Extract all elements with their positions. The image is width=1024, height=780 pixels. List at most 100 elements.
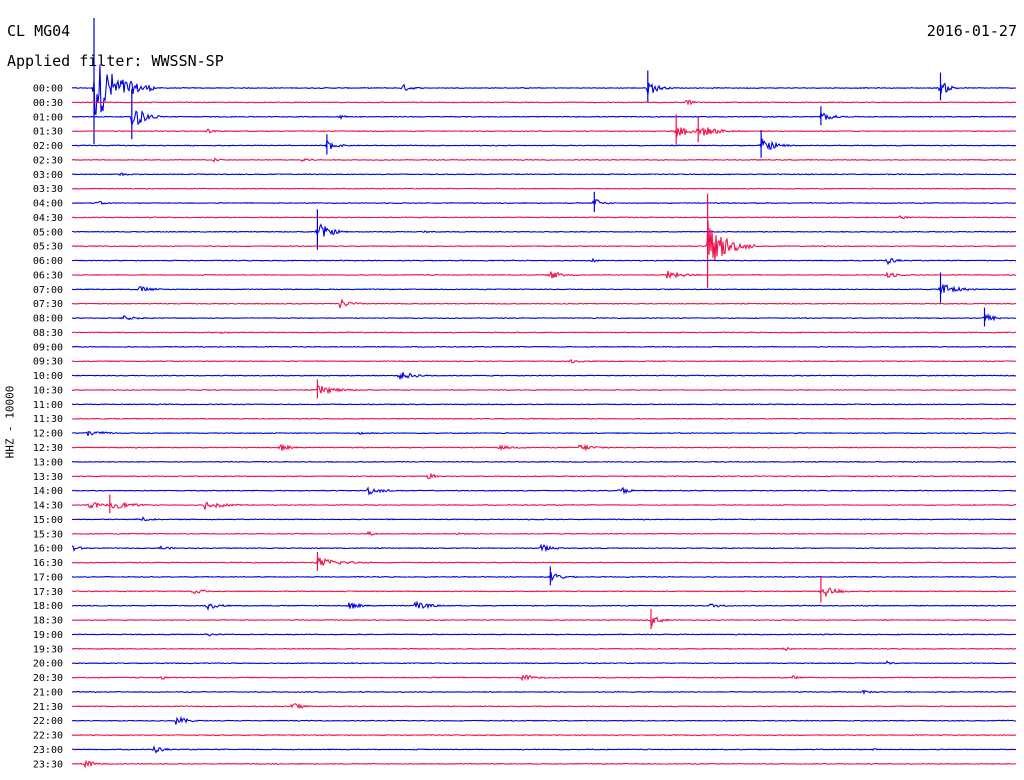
trace-row: [71, 702, 1016, 710]
row-tick-label: 05:00: [33, 227, 63, 238]
trace-row: [71, 600, 1017, 612]
trace-row: [71, 555, 1017, 567]
row-tick-label: 10:30: [33, 385, 63, 396]
trace-row: [71, 660, 1017, 665]
row-tick-label: 22:30: [33, 731, 63, 742]
row-tick-label: 18:30: [33, 616, 63, 627]
row-tick-label: 02:30: [33, 155, 63, 166]
trace-row: [71, 257, 1017, 266]
row-tick-label: 00:00: [33, 84, 63, 95]
row-tick-label: 14:30: [33, 501, 63, 512]
row-tick-label: 17:30: [33, 587, 63, 598]
row-tick-label: 23:30: [33, 759, 63, 770]
row-tick-label: 18:00: [33, 601, 63, 612]
row-tick-label: 11:30: [33, 414, 63, 425]
trace-row: [71, 715, 1017, 725]
trace-row: [71, 358, 1017, 364]
row-tick-label: 04:30: [33, 213, 63, 224]
trace-row: [71, 759, 1016, 769]
trace-row: [71, 734, 1017, 737]
trace-row: [71, 64, 1017, 115]
row-tick-label: 04:00: [33, 199, 63, 210]
row-tick-label: 15:30: [33, 529, 63, 540]
trace-row: [72, 99, 1017, 106]
trace-row: [71, 345, 1017, 348]
row-tick-label: 09:00: [33, 342, 63, 353]
row-tick-label: 11:00: [33, 400, 63, 411]
row-tick-label: 21:00: [33, 687, 63, 698]
trace-row: [72, 745, 1017, 754]
row-tick-label: 09:30: [33, 357, 63, 368]
trace-row: [71, 501, 1017, 510]
trace-row: [71, 430, 1017, 437]
trace-row: [71, 157, 1017, 163]
trace-row: [72, 313, 1017, 322]
trace-row: [71, 403, 1017, 406]
row-tick-label: 07:00: [33, 285, 63, 296]
trace-group: [71, 18, 1017, 769]
row-tick-label: 20:30: [33, 673, 63, 684]
row-tick-label: 17:00: [33, 572, 63, 583]
row-tick-label: 16:30: [33, 558, 63, 569]
trace-row: [71, 572, 1017, 582]
row-tick-label: 22:00: [33, 716, 63, 727]
trace-row: [71, 220, 1017, 262]
row-tick-label: 20:00: [33, 659, 63, 670]
trace-row: [71, 198, 1017, 205]
row-tick-label: 08:30: [33, 328, 63, 339]
row-tick-label: 06:00: [33, 256, 63, 267]
trace-row: [71, 138, 1017, 151]
row-tick-label: 23:00: [33, 745, 63, 756]
row-tick-label: 16:00: [33, 544, 63, 555]
tick-label-group: 00:00 00:30 01:00 01:30 02:00 02:30 03:00 03:30…: [33, 84, 63, 771]
trace-row: [71, 372, 1017, 381]
row-tick-label: 13:00: [33, 457, 63, 468]
trace-row: [71, 172, 1017, 177]
row-tick-label: 21:30: [33, 702, 63, 713]
trace-row: [71, 331, 1017, 335]
row-tick-label: 01:00: [33, 112, 63, 123]
row-tick-label: 03:00: [33, 170, 63, 181]
trace-row: [71, 187, 1017, 190]
row-tick-label: 13:30: [33, 472, 63, 483]
trace-row: [71, 443, 1017, 452]
trace-row: [71, 674, 1017, 682]
row-tick-label: 19:00: [33, 630, 63, 641]
row-tick-label: 03:30: [33, 184, 63, 195]
row-tick-label: 07:30: [33, 299, 63, 310]
trace-row: [71, 516, 1017, 522]
trace-row: [71, 270, 1017, 279]
row-tick-label: 01:30: [33, 127, 63, 138]
row-tick-label: 12:00: [33, 429, 63, 440]
row-tick-label: 19:30: [33, 644, 63, 655]
row-tick-label: 14:00: [33, 486, 63, 497]
trace-row: [72, 543, 1017, 553]
trace-row: [71, 616, 1017, 628]
trace-row: [71, 530, 1017, 536]
trace-row: [71, 646, 1017, 652]
trace-row: [71, 632, 1017, 637]
trace-row: [71, 110, 1017, 126]
trace-row: [71, 284, 1017, 295]
filter-label: Applied filter: WWSSN-SP: [7, 52, 224, 70]
trace-row: [71, 689, 1017, 695]
row-tick-label: 02:00: [33, 141, 63, 152]
trace-row: [71, 214, 1017, 220]
trace-row: [72, 486, 1017, 496]
row-tick-label: 00:30: [33, 98, 63, 109]
row-tick-label: 06:30: [33, 270, 63, 281]
row-tick-label: 10:00: [33, 371, 63, 382]
row-tick-label: 12:30: [33, 443, 63, 454]
trace-row: [71, 472, 1017, 480]
row-tick-label: 08:00: [33, 314, 63, 325]
date-label: 2016-01-27: [926, 22, 1017, 40]
trace-row: [71, 460, 1017, 463]
row-tick-label: 05:30: [33, 242, 63, 253]
trace-row: [71, 417, 1017, 420]
station-label: CL MG04: [7, 22, 71, 40]
trace-row: [72, 223, 1017, 237]
trace-row: [71, 587, 1017, 598]
trace-row: [71, 384, 1017, 395]
trace-row: [71, 298, 1017, 309]
